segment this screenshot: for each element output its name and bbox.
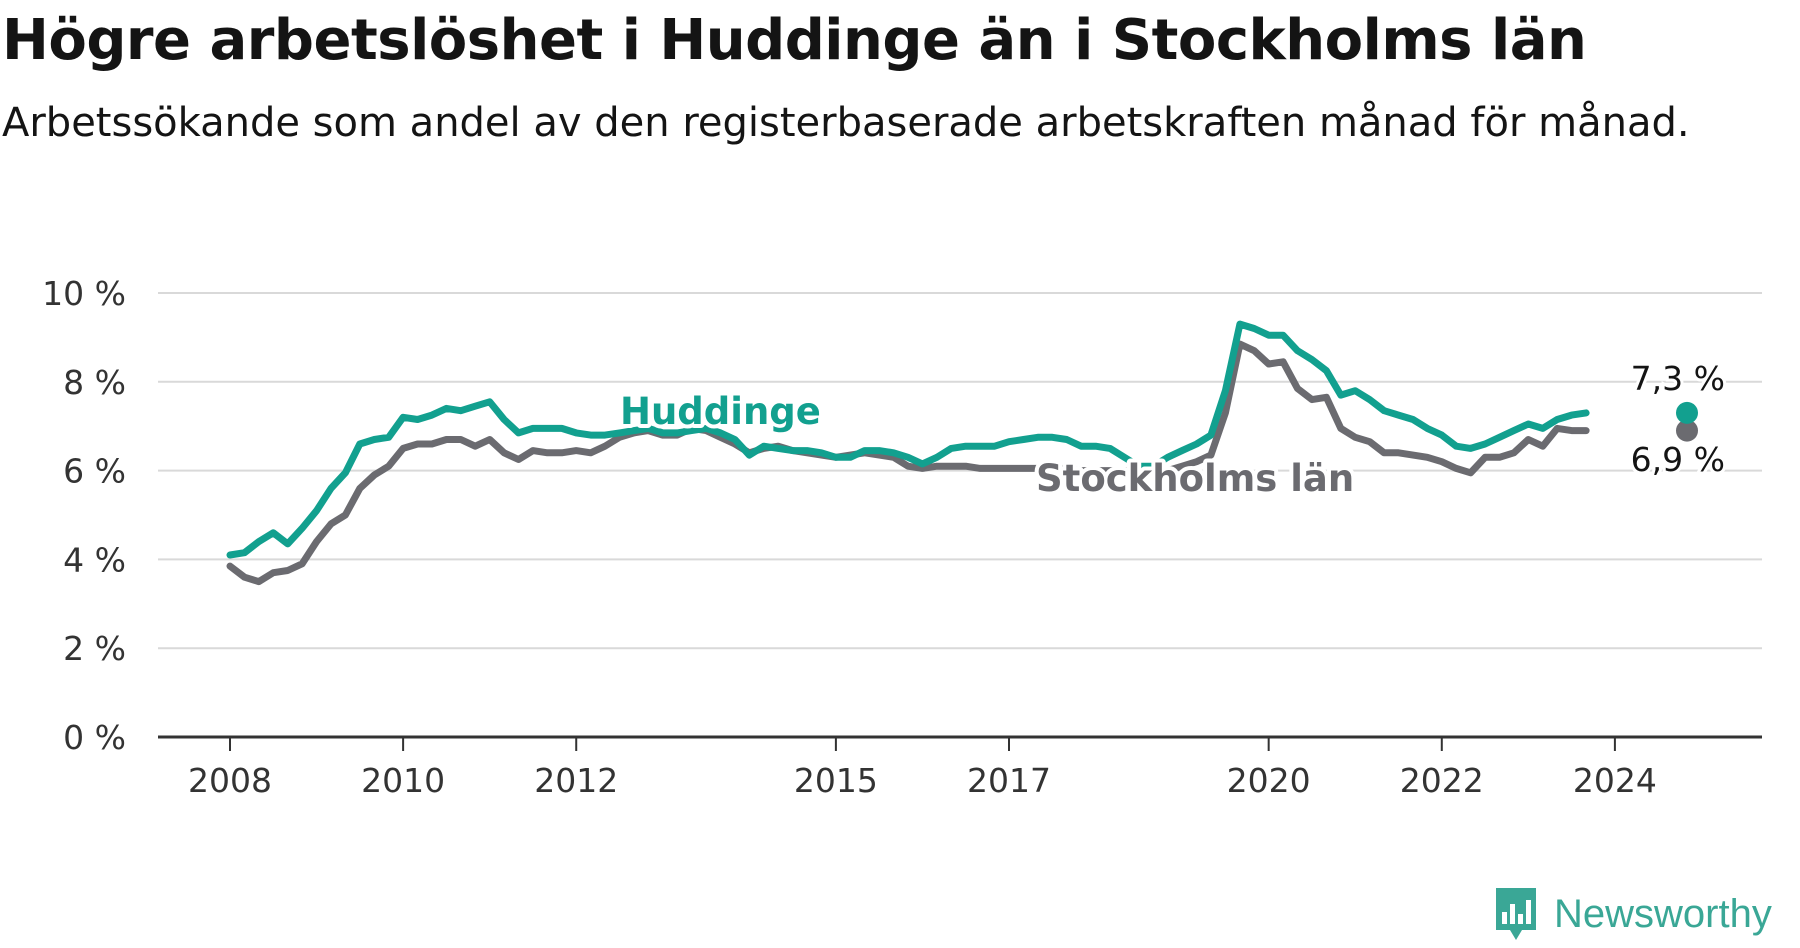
gridlines	[158, 292, 1762, 739]
end-label-stockholms-lan: 6,9 %	[1631, 440, 1725, 479]
series-labels: Huddinge Stockholms län 7,3 % 6,9 %	[616, 356, 1728, 504]
y-axis-ticks: 0 % 2 % 4 % 6 % 8 % 10 %	[42, 274, 126, 757]
end-point-huddinge	[1676, 401, 1698, 424]
x-tick-label: 2015	[794, 761, 878, 800]
series-lines	[226, 320, 1698, 586]
end-point-stockholms-lan	[1676, 419, 1698, 442]
y-tick-label: 4 %	[63, 540, 126, 579]
x-tick-label: 2024	[1573, 761, 1657, 800]
series-label-stockholms-lan: Stockholms län	[1036, 457, 1354, 500]
series-label-huddinge: Huddinge	[620, 390, 821, 433]
line-chart: 0 % 2 % 4 % 6 % 8 % 10 % 2008 2010 2012 2015 2017…	[42, 274, 1762, 800]
x-tick-label: 2017	[967, 761, 1051, 800]
chart-subtitle: Arbetssökande som andel av den registerb…	[2, 100, 1690, 146]
x-tick-label: 2022	[1400, 761, 1484, 800]
series-line-stockholms-lan	[226, 340, 1590, 586]
x-tick-label: 2008	[188, 761, 272, 800]
x-tick-label: 2020	[1227, 761, 1311, 800]
end-label-huddinge: 7,3 %	[1631, 359, 1725, 398]
y-tick-label: 2 %	[63, 629, 126, 668]
y-tick-label: 10 %	[42, 274, 126, 313]
series-line-huddinge	[226, 320, 1590, 559]
x-tick-label: 2010	[361, 761, 445, 800]
y-tick-label: 0 %	[63, 718, 126, 757]
chart-title: Högre arbetslöshet i Huddinge än i Stock…	[2, 8, 1587, 73]
brand-name: Newsworthy	[1554, 891, 1772, 936]
y-tick-label: 6 %	[63, 452, 126, 491]
x-tick-label: 2012	[534, 761, 618, 800]
y-tick-label: 8 %	[63, 363, 126, 402]
newsworthy-logo: Newsworthy	[1492, 884, 1772, 944]
x-axis-ticks: 2008 2010 2012 2015 2017 2020 2022 2024	[188, 737, 1657, 800]
newsworthy-logo-icon	[1496, 888, 1536, 940]
